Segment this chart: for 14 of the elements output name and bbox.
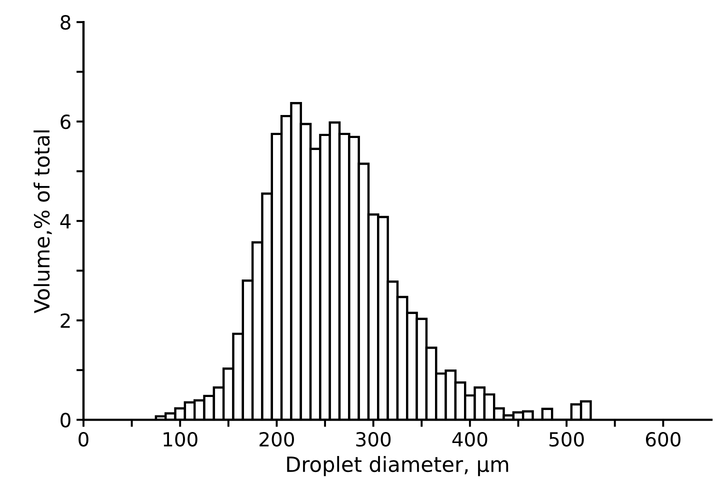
y-tick-label: 2	[60, 313, 70, 328]
x-tick-label: 0	[78, 432, 88, 447]
x-tick-label: 100	[164, 432, 198, 447]
x-tick-label: 600	[646, 432, 680, 447]
y-tick-label: 8	[60, 15, 70, 30]
x-tick-label: 200	[260, 432, 294, 447]
y-tick-label: 6	[60, 114, 70, 130]
y-tick-label: 4	[60, 214, 71, 228]
x-axis-title: Droplet diameter, μm	[287, 456, 508, 476]
x-tick-label: 400	[452, 432, 488, 447]
x-tick-label: 500	[550, 432, 584, 447]
x-tick-label: 300	[356, 432, 391, 447]
y-tick-label: 0	[60, 412, 70, 428]
y-axis-title: Volume,% of total	[34, 130, 52, 314]
